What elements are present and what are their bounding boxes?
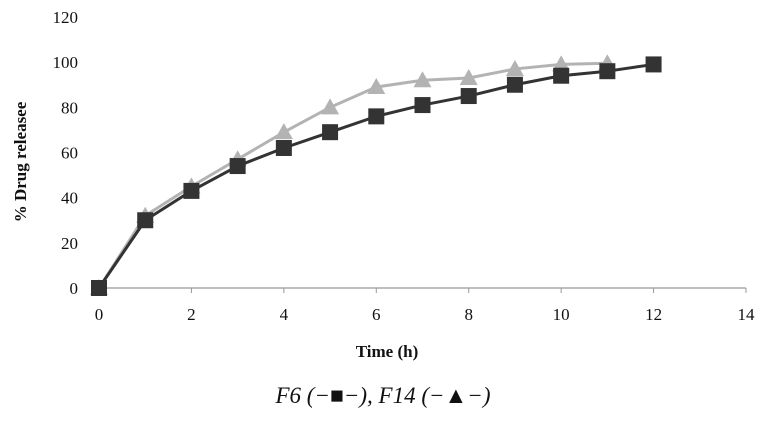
data-point-square xyxy=(368,108,385,125)
series-square xyxy=(91,56,662,296)
y-axis-label: % Drug releasee xyxy=(11,101,30,222)
x-tick-label: 8 xyxy=(464,305,473,324)
data-point-square xyxy=(553,67,570,84)
data-point-square xyxy=(414,97,431,114)
x-tick-label: 0 xyxy=(95,305,104,324)
y-tick-label: 80 xyxy=(61,98,78,117)
series-triangle xyxy=(90,54,617,295)
y-tick-label: 40 xyxy=(61,189,78,208)
x-tick-label: 6 xyxy=(372,305,381,324)
y-tick-label: 100 xyxy=(53,53,79,72)
x-tick-label: 2 xyxy=(187,305,196,324)
chart: 0 20 40 60 80 100 120 0 2 4 6 8 10 12 14 Time (h) % D… xyxy=(11,8,756,361)
y-axis: 0 20 40 60 80 100 120 xyxy=(53,8,79,298)
data-point-square xyxy=(645,56,662,73)
data-point-triangle xyxy=(274,123,293,140)
data-point-square xyxy=(229,158,246,175)
series-layer xyxy=(90,54,662,296)
data-point-triangle xyxy=(552,55,571,72)
data-point-square xyxy=(599,63,616,80)
data-point-square xyxy=(275,139,292,156)
data-point-square xyxy=(91,280,107,296)
figure-caption: F6 (−■−), F14 (−▲−) xyxy=(275,383,491,408)
data-point-square xyxy=(137,212,154,229)
x-tick-label: 12 xyxy=(645,305,662,324)
y-tick-label: 20 xyxy=(61,234,78,253)
data-point-triangle xyxy=(367,78,386,95)
data-point-square xyxy=(322,124,339,141)
y-tick-label: 120 xyxy=(53,8,79,27)
data-point-square xyxy=(183,182,200,199)
data-point-triangle xyxy=(459,68,478,85)
series-line-square xyxy=(97,62,654,289)
y-tick-label: 0 xyxy=(70,279,79,298)
data-point-square xyxy=(460,88,477,105)
series-line-triangle xyxy=(97,61,608,289)
x-tick-label: 10 xyxy=(553,305,570,324)
data-point-triangle xyxy=(505,59,524,76)
y-tick-label: 60 xyxy=(61,144,78,163)
data-point-triangle xyxy=(413,71,432,88)
x-axis-label: Time (h) xyxy=(356,342,419,361)
x-axis: 0 2 4 6 8 10 12 14 xyxy=(95,287,756,324)
x-tick-label: 14 xyxy=(738,305,756,324)
x-tick-label: 4 xyxy=(280,305,289,324)
data-point-square xyxy=(506,76,523,93)
data-point-triangle xyxy=(321,98,340,115)
